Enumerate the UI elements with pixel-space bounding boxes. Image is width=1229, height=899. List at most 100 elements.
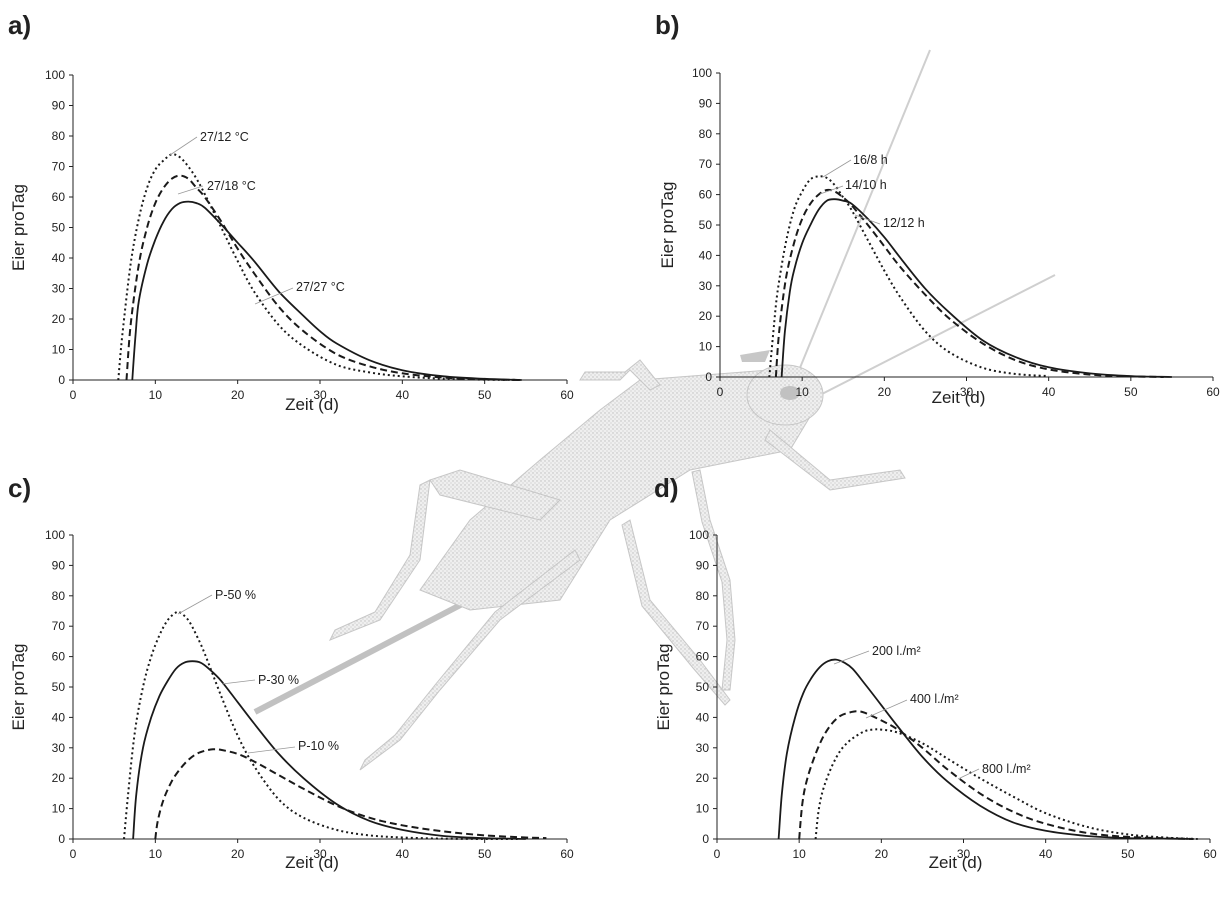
x-axis-title: Zeit (d) (932, 388, 986, 407)
series-line (780, 198, 1172, 378)
y-tick-label: 70 (52, 160, 66, 174)
y-tick-label: 0 (705, 370, 712, 384)
y-tick-label: 80 (699, 127, 713, 141)
series-line (777, 658, 1194, 840)
annotation-leader (833, 650, 870, 665)
panel-c-chart: c) 0 10 20 30 40 50 60 70 80 90 100 0 10 20 30 40 50 60 Zei… (8, 473, 574, 872)
x-tick-label: 20 (875, 847, 889, 861)
y-tick-label: 40 (52, 710, 66, 724)
cricket-icon (253, 49, 1056, 771)
y-tick-label: 30 (699, 279, 713, 293)
y-tick-label: 10 (52, 343, 66, 357)
y-tick-label: 10 (52, 802, 66, 816)
series-line (798, 710, 1194, 840)
panel-label: c) (8, 473, 31, 503)
series-annotation: P-10 % (298, 739, 339, 753)
x-tick-label: 60 (1206, 385, 1220, 399)
series-line (125, 174, 522, 381)
x-axis-title: Zeit (d) (285, 395, 339, 414)
x-tick-label: 60 (1203, 847, 1217, 861)
annotation-leader (177, 594, 213, 615)
x-tick-label: 30 (313, 388, 327, 402)
annotation-leader (254, 287, 294, 305)
y-tick-label: 90 (52, 558, 66, 572)
panel-a-chart: a) 0 10 20 30 40 50 60 70 80 90 100 0 10 20 30 40 50 60 Zei… (8, 10, 574, 414)
y-tick-label: 100 (689, 528, 709, 542)
y-tick-label: 50 (52, 680, 66, 694)
x-tick-label: 50 (1124, 385, 1138, 399)
annotation-leader (169, 136, 198, 156)
series-annotation: 16/8 h (853, 153, 888, 167)
series-annotation: P-50 % (215, 588, 256, 602)
x-tick-label: 40 (396, 847, 410, 861)
x-tick-label: 30 (957, 847, 971, 861)
y-tick-label: 30 (52, 282, 66, 296)
series-line (123, 610, 518, 841)
series-annotation: 400 l./m² (910, 692, 959, 706)
x-tick-label: 0 (70, 388, 77, 402)
y-tick-label: 0 (58, 373, 65, 387)
y-tick-label: 20 (52, 771, 66, 785)
y-tick-label: 60 (52, 190, 66, 204)
series-annotation: 27/12 °C (200, 130, 249, 144)
annotation-leader (819, 185, 844, 195)
y-tick-label: 90 (52, 99, 66, 113)
y-tick-label: 80 (696, 589, 710, 603)
annotation-leader (957, 768, 980, 780)
annotation-leader (247, 746, 296, 754)
y-tick-label: 50 (696, 680, 710, 694)
series-line (117, 153, 522, 381)
panel-b-chart: b) 0 10 20 30 40 50 60 70 80 90 100 0 10 20 30 40 50 60 Zei… (655, 10, 1220, 407)
series-line (132, 660, 526, 840)
y-tick-label: 0 (58, 832, 65, 846)
series-annotation: 12/12 h (883, 216, 925, 230)
y-tick-label: 60 (696, 650, 710, 664)
y-tick-label: 70 (52, 619, 66, 633)
y-tick-label: 100 (45, 68, 65, 82)
y-tick-label: 40 (699, 248, 713, 262)
x-tick-label: 20 (231, 388, 245, 402)
y-tick-label: 50 (699, 218, 713, 232)
x-tick-label: 10 (792, 847, 806, 861)
x-tick-label: 0 (717, 385, 724, 399)
series-line (814, 728, 1198, 840)
y-tick-label: 10 (699, 340, 713, 354)
x-tick-label: 60 (560, 847, 574, 861)
x-tick-label: 50 (478, 847, 492, 861)
x-tick-label: 10 (149, 847, 163, 861)
x-tick-label: 50 (478, 388, 492, 402)
y-tick-label: 80 (52, 129, 66, 143)
y-tick-label: 20 (52, 312, 66, 326)
series-annotation: 14/10 h (845, 178, 887, 192)
series-annotation: 27/18 °C (207, 179, 256, 193)
y-tick-label: 100 (45, 528, 65, 542)
x-tick-label: 20 (878, 385, 892, 399)
y-tick-label: 70 (696, 619, 710, 633)
x-tick-label: 20 (231, 847, 245, 861)
x-tick-label: 0 (70, 847, 77, 861)
panel-label: b) (655, 10, 680, 40)
x-tick-label: 60 (560, 388, 574, 402)
x-axis-title: Zeit (d) (285, 853, 339, 872)
x-tick-label: 30 (960, 385, 974, 399)
y-tick-label: 60 (699, 188, 713, 202)
panel-label: d) (654, 473, 679, 503)
x-tick-label: 50 (1121, 847, 1135, 861)
panel-d-chart: d) 0 10 20 30 40 50 60 70 80 90 100 0 10 20 30 40 50 60 Zei… (654, 473, 1217, 872)
y-tick-label: 30 (52, 741, 66, 755)
y-tick-label: 90 (699, 96, 713, 110)
x-tick-label: 10 (795, 385, 809, 399)
x-tick-label: 0 (714, 847, 721, 861)
y-tick-label: 90 (696, 558, 710, 572)
y-tick-label: 0 (702, 832, 709, 846)
x-tick-label: 30 (313, 847, 327, 861)
y-tick-label: 20 (696, 771, 710, 785)
y-tick-label: 50 (52, 221, 66, 235)
panel-label: a) (8, 10, 31, 40)
y-axis-title: Eier proTag (658, 182, 677, 269)
annotation-leader (177, 185, 204, 195)
annotation-leader (822, 159, 852, 178)
annotation-leader (865, 699, 908, 719)
y-tick-label: 70 (699, 157, 713, 171)
x-tick-label: 40 (396, 388, 410, 402)
